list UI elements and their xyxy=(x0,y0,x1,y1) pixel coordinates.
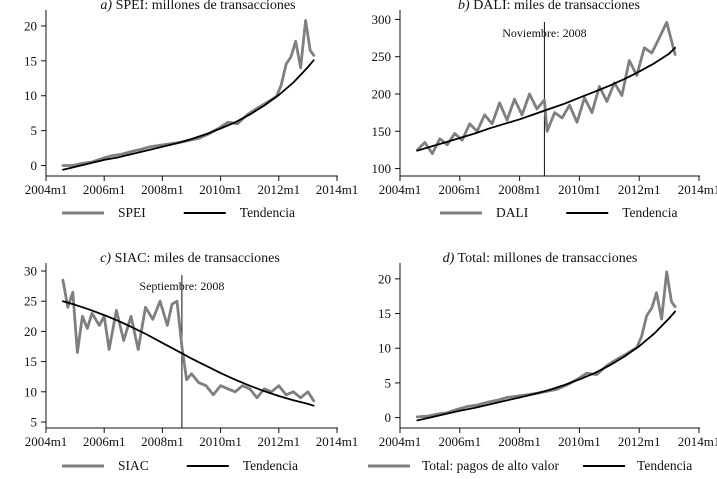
y-tick-label: 20 xyxy=(24,18,37,33)
x-tick-label: 2008m1 xyxy=(141,434,184,449)
panel-siac: c) SIAC: miles de transacciones 5 10 15 20 25… xyxy=(24,251,358,473)
annotation-label: Septiembre: 2008 xyxy=(139,279,224,293)
y-tick-label: 30 xyxy=(24,264,37,279)
legend-label: SPEI xyxy=(118,205,146,220)
y-tick-label: 0 xyxy=(31,158,38,173)
legend-label: Tendencia xyxy=(240,205,295,220)
panel-title-text: SPEI: millones de transacciones xyxy=(112,0,296,13)
y-tick-label: 15 xyxy=(378,306,391,321)
x-tick-label: 2014m1 xyxy=(678,434,717,449)
panel-title-text: DALI: miles de transacciones xyxy=(470,0,640,13)
panel-title-prefix: a) xyxy=(100,0,112,13)
x-tick-label: 2004m1 xyxy=(25,434,68,449)
y-tick-label: 25 xyxy=(24,294,37,309)
x-tick-label: 2006m1 xyxy=(83,434,126,449)
x-tick-label: 2004m1 xyxy=(25,182,68,197)
series-line-data xyxy=(415,20,677,156)
panel-title: a) SPEI: millones de transacciones xyxy=(100,0,295,13)
y-tick-label: 20 xyxy=(24,324,37,339)
series-line-data xyxy=(61,18,316,167)
y-tick-label: 10 xyxy=(378,341,391,356)
legend-label: Tendencia xyxy=(243,458,298,473)
panel-title-text: SIAC: miles de transacciones xyxy=(111,251,280,266)
x-tick-label: 2008m1 xyxy=(141,182,184,197)
y-tick-label: 0 xyxy=(385,410,392,425)
legend: SPEI Tendencia xyxy=(62,205,295,220)
x-tick-label: 2006m1 xyxy=(438,434,481,449)
y-tick-label: 5 xyxy=(31,414,38,429)
y-tick-label: 15 xyxy=(24,53,37,68)
panel-dali: b) DALI: miles de transacciones 100 150 200… xyxy=(372,0,717,220)
annotation-label: Noviembre: 2008 xyxy=(502,26,586,40)
series-line-trend xyxy=(416,310,676,422)
panel-title-prefix: b) xyxy=(458,0,470,13)
x-tick-label: 2012m1 xyxy=(257,182,300,197)
x-tick-label: 2006m1 xyxy=(438,182,481,197)
x-tick-label: 2008m1 xyxy=(498,434,541,449)
legend: SIAC Tendencia xyxy=(62,458,298,473)
x-tick-label: 2004m1 xyxy=(379,434,422,449)
legend-label: Tendencia xyxy=(622,205,677,220)
y-tick-label: 250 xyxy=(372,49,392,64)
panel-title-prefix: c) xyxy=(100,251,111,266)
series-line-trend xyxy=(62,59,315,171)
x-tick-label: 2010m1 xyxy=(199,182,242,197)
x-tick-label: 2012m1 xyxy=(618,182,661,197)
legend-label: SIAC xyxy=(118,458,149,473)
x-tick-label: 2012m1 xyxy=(257,434,300,449)
series-line-trend xyxy=(416,46,676,152)
x-tick-label: 2010m1 xyxy=(558,434,601,449)
x-tick-label: 2014m1 xyxy=(678,182,717,197)
y-tick-label: 20 xyxy=(378,271,391,286)
panel-title: c) SIAC: miles de transacciones xyxy=(100,251,280,266)
panel-title-prefix: d) xyxy=(443,251,455,266)
legend-label: DALI xyxy=(496,205,529,220)
legend-label: Total: pagos de alto valor xyxy=(422,458,560,473)
panel-total: d) Total: millones de transacciones 0 5 10 1… xyxy=(368,251,717,473)
y-tick-label: 10 xyxy=(24,384,37,399)
y-tick-label: 5 xyxy=(31,123,38,138)
legend-label: Tendencia xyxy=(637,458,692,473)
x-tick-label: 2004m1 xyxy=(379,182,422,197)
x-tick-label: 2012m1 xyxy=(618,434,661,449)
series-line-trend xyxy=(62,300,315,407)
x-tick-label: 2006m1 xyxy=(83,182,126,197)
series-line-data xyxy=(61,278,316,403)
panel-title-text: Total: millones de transacciones xyxy=(454,251,637,266)
y-tick-label: 150 xyxy=(372,124,392,139)
x-tick-label: 2010m1 xyxy=(199,434,242,449)
panel-spei: a) SPEI: millones de transacciones 0 5 10 15… xyxy=(24,0,358,220)
x-tick-label: 2014m1 xyxy=(316,182,359,197)
y-tick-label: 5 xyxy=(385,375,392,390)
x-tick-label: 2008m1 xyxy=(498,182,541,197)
panel-title: b) DALI: miles de transacciones xyxy=(458,0,640,13)
x-tick-label: 2010m1 xyxy=(558,182,601,197)
y-tick-label: 200 xyxy=(372,87,392,102)
y-tick-label: 100 xyxy=(372,161,392,176)
y-tick-label: 10 xyxy=(24,88,37,103)
series-line-data xyxy=(415,270,677,419)
panel-title: d) Total: millones de transacciones xyxy=(443,251,638,266)
y-tick-label: 300 xyxy=(372,12,392,27)
y-tick-label: 15 xyxy=(24,354,37,369)
x-tick-label: 2014m1 xyxy=(316,434,359,449)
legend: DALI Tendencia xyxy=(440,205,678,220)
legend: Total: pagos de alto valor Tendencia xyxy=(368,458,692,473)
